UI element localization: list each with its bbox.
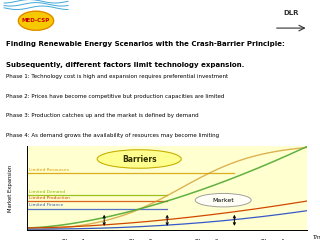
- Text: Subsequently, different factors limit technology expansion.: Subsequently, different factors limit te…: [6, 62, 245, 68]
- Text: DLR: DLR: [284, 10, 299, 16]
- Text: Market: Market: [212, 198, 234, 203]
- Ellipse shape: [97, 150, 181, 168]
- Text: Phase 3: Phase 3: [195, 239, 218, 240]
- Text: Limited Demand: Limited Demand: [28, 190, 65, 194]
- Text: Phase 4: Phase 4: [260, 239, 284, 240]
- Text: Limited Finance: Limited Finance: [28, 203, 63, 207]
- Text: Market Expansion: Market Expansion: [8, 165, 13, 212]
- Text: Phase 2: Phase 2: [129, 239, 152, 240]
- Ellipse shape: [195, 193, 251, 207]
- Text: Phase 1: Technology cost is high and expansion requires preferential investment: Phase 1: Technology cost is high and exp…: [6, 74, 228, 79]
- Text: Barriers: Barriers: [122, 155, 156, 163]
- Text: Finding Renewable Energy Scenarios with the Crash-Barrier Principle:: Finding Renewable Energy Scenarios with …: [6, 41, 285, 47]
- Text: Phase 1: Phase 1: [62, 239, 85, 240]
- Text: Phase 2: Prices have become competitive but production capacities are limited: Phase 2: Prices have become competitive …: [6, 94, 225, 99]
- Text: Phase 4: As demand grows the availability of resources may become limiting: Phase 4: As demand grows the availabilit…: [6, 133, 220, 138]
- Text: Limited Resources: Limited Resources: [28, 168, 68, 172]
- Text: MED-CSP: MED-CSP: [22, 18, 50, 23]
- Text: Phase 3: Production catches up and the market is defined by demand: Phase 3: Production catches up and the m…: [6, 113, 199, 118]
- Text: Limited Production: Limited Production: [28, 196, 69, 200]
- Circle shape: [18, 11, 54, 30]
- Text: Time: Time: [313, 235, 320, 240]
